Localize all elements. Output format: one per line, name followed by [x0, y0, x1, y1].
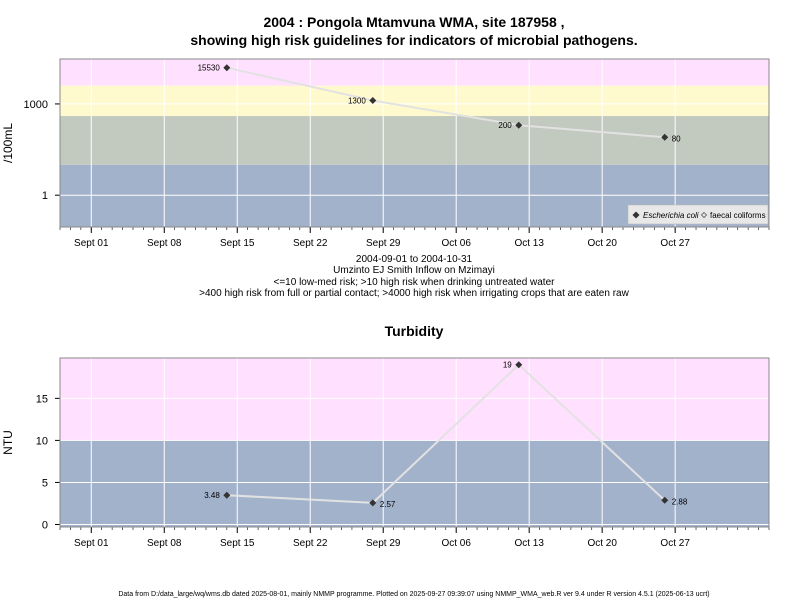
legend-entry-faecal: faecal coliforms: [710, 211, 766, 220]
data-label: 3.48: [204, 491, 220, 500]
data-point: [369, 499, 377, 507]
turbidity-panel: Sept 01 Sept 08 Sept 15 Sept 22 Sept 29 Oct 0…: [1, 357, 770, 549]
y-tick-label: 5: [42, 477, 48, 489]
turbidity-title: Turbidity: [385, 323, 444, 339]
series-line: [226, 363, 666, 504]
x-tick-label: Oct 13: [514, 238, 544, 249]
x-tick-label: Oct 13: [514, 538, 544, 549]
y-tick-label: 10: [36, 435, 48, 447]
series-line: [226, 66, 665, 139]
y-tick-label: 1000: [24, 99, 48, 111]
data-point: [223, 64, 231, 72]
data-point: [515, 121, 523, 129]
data-label: 1300: [348, 96, 366, 105]
legend-entry-ecoli: Escherichia coli: [643, 211, 699, 220]
data-point: [661, 496, 669, 504]
y-tick-label: 15: [36, 393, 48, 405]
x-tick-label: Sept 01: [74, 538, 109, 549]
subtitle-guideline-drinking: <=10 low-med risk; >10 high risk when dr…: [274, 277, 556, 288]
chart-legend: Escherichia coli faecal coliforms: [627, 204, 769, 225]
y-axis-label: /100mL: [1, 123, 15, 163]
data-point: [369, 96, 377, 104]
x-tick-label: Sept 08: [147, 538, 182, 549]
plot-border: [59, 58, 770, 228]
x-tick-label: Sept 01: [74, 238, 109, 249]
microbial-panel: Sept 01 Sept 08 Sept 15 Sept 22 Sept 29 Oct 0…: [1, 58, 770, 249]
risk-band-3: [60, 59, 769, 86]
subtitle-site-name: Umzinto EJ Smith Inflow on Mzimayi: [333, 265, 495, 276]
chart-title-line2: showing high risk guidelines for indicat…: [190, 32, 637, 48]
x-tick-label: Oct 20: [587, 238, 617, 249]
data-label: 200: [498, 121, 512, 130]
data-label: 19: [503, 361, 512, 370]
data-point: [223, 491, 231, 499]
risk-band-1: [60, 116, 769, 165]
y-axis-label: NTU: [1, 430, 15, 455]
x-tick-label: Sept 08: [147, 238, 182, 249]
x-tick-label: Sept 15: [220, 238, 255, 249]
legend-marker-faecal: [700, 211, 708, 219]
plot-border: [59, 357, 770, 528]
x-tick-label: Sept 15: [220, 538, 255, 549]
x-tick-label: Oct 06: [441, 538, 471, 549]
y-tick-label: 0: [42, 519, 48, 531]
chart-title-line1: 2004 : Pongola Mtamvuna WMA, site 187958…: [263, 14, 564, 30]
legend-marker-ecoli: [632, 211, 640, 219]
x-tick-label: Sept 22: [293, 538, 328, 549]
legend-box: [627, 204, 769, 225]
risk-band-2: [60, 85, 769, 117]
data-label: 80: [672, 134, 681, 143]
subtitle-guideline-contact: >400 high risk from full or partial cont…: [199, 288, 629, 299]
x-tick-label: Oct 27: [660, 238, 690, 249]
x-tick-label: Oct 20: [587, 538, 617, 549]
x-tick-label: Sept 29: [366, 238, 401, 249]
data-label: 2.88: [672, 497, 688, 506]
x-tick-label: Oct 27: [660, 538, 690, 549]
data-label: 15530: [198, 64, 221, 73]
risk-band-0: [60, 440, 769, 527]
risk-band-1: [60, 358, 769, 441]
subtitle-date-range: 2004-09-01 to 2004-10-31: [356, 254, 473, 265]
data-point: [661, 133, 669, 141]
x-tick-label: Sept 22: [293, 238, 328, 249]
data-point: [515, 361, 523, 369]
y-tick-label: 1: [42, 190, 48, 202]
x-tick-label: Sept 29: [366, 538, 401, 549]
x-tick-label: Oct 06: [441, 238, 471, 249]
footer-note: Data from D:/data_large/wq/wms.db dated …: [118, 591, 709, 598]
data-label: 2.57: [380, 500, 396, 509]
